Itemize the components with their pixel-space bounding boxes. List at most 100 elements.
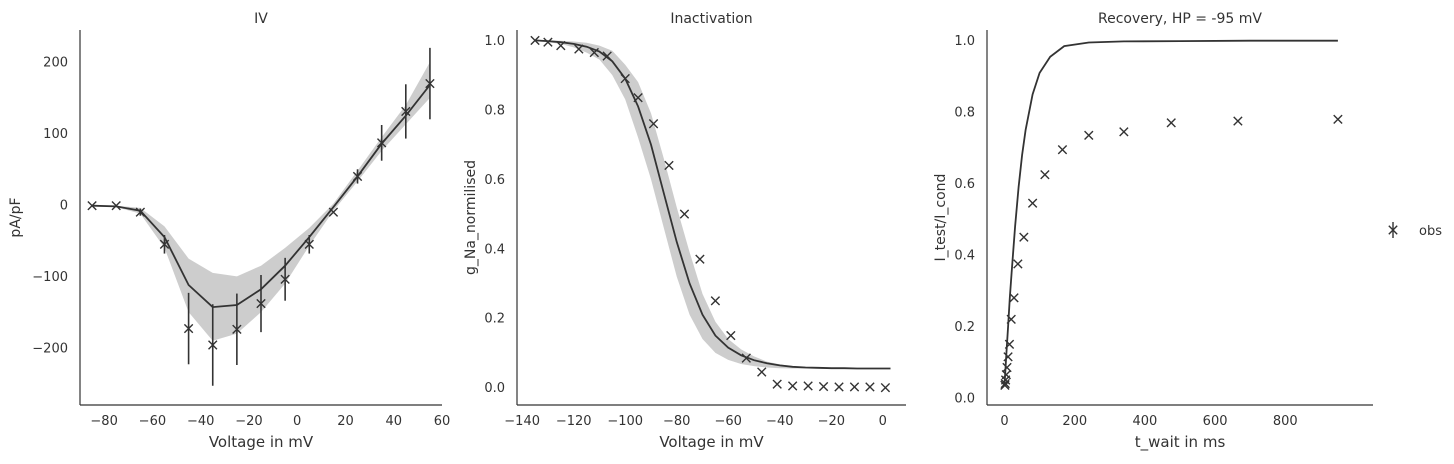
y-tick-label: 0.0 [484,381,505,396]
chart-title: Inactivation [670,11,752,27]
confidence-band [535,40,891,369]
x-tick-label: −80 [90,414,117,429]
y-tick-label: 0.2 [954,320,975,335]
obs-marker [1040,169,1050,180]
x-tick-label: −100 [607,414,643,429]
chart-title: Recovery, HP = -95 mV [1098,11,1262,27]
obs-marker [401,106,411,117]
x-tick-label: 0 [1000,414,1008,429]
obs-marker [803,381,813,391]
obs-marker [208,340,218,350]
obs-marker [352,171,363,182]
x-axis-label: Voltage in mV [659,433,764,451]
obs-marker [1002,362,1012,373]
obs-marker [865,382,875,392]
y-tick-label: 1.0 [954,34,975,49]
y-tick-label: 0 [60,199,68,214]
obs-marker [834,382,844,392]
y-tick-label: 0.4 [954,249,975,264]
obs-marker [1333,114,1343,124]
obs-marker [741,353,751,363]
x-tick-label: 600 [1203,414,1228,429]
obs-marker [1000,378,1010,389]
x-axis-label: t_wait in ms [1135,433,1226,452]
x-tick-label: −60 [715,414,742,429]
obs-marker [664,160,674,171]
y-tick-label: 0.4 [484,242,505,257]
obs-marker [1019,232,1029,242]
obs-marker [159,239,170,249]
obs-marker [183,323,194,334]
x-tick-label: −40 [187,414,214,429]
y-tick-label: 0.0 [954,391,975,406]
y-axis-label: pA/pF [8,197,24,237]
x-tick-label: −140 [504,414,540,429]
obs-marker [710,296,721,306]
y-tick-label: −100 [32,270,68,285]
x-tick-label: 800 [1273,414,1298,429]
obs-marker [772,379,782,389]
y-tick-label: 0.8 [954,106,975,121]
chart-title: IV [254,11,268,27]
obs-marker [589,47,599,58]
obs-marker [849,382,860,392]
x-tick-label: −20 [235,414,262,429]
y-tick-label: 0.6 [954,177,975,192]
obs-marker [757,367,767,377]
obs-marker [1119,127,1129,137]
obs-marker [1027,198,1038,208]
x-tick-label: −80 [663,414,690,429]
obs-marker [787,381,798,391]
obs-marker [633,93,643,103]
chart-3: 0 200 400 600 800 0.0 0.2 0.4 0.6 0.8 1.0 Recovery,… [933,11,1373,452]
x-tick-label: −20 [818,414,845,429]
x-axis-label: Voltage in mV [209,433,314,451]
y-tick-label: −200 [32,341,68,356]
chart-1: −80 −60 −40 −20 0 20 40 60−200−1000100200IVVolt… [8,11,450,451]
x-tick-label: 60 [434,414,451,429]
obs-marker [574,44,584,54]
obs-marker [1009,293,1019,303]
obs-marker [1003,352,1013,362]
chart-2: −140 −120 −100 −80 −60 −40 −20 0 0.0 0.2 0.4 0.6 0.8… [463,11,906,451]
legend-marker [1388,225,1398,235]
obs-marker [1233,116,1243,126]
obs-marker [1013,259,1023,269]
x-tick-label: −60 [139,414,166,429]
obs-marker [530,35,540,46]
model-line [1003,39,1338,386]
x-tick-label: 400 [1132,414,1157,429]
obs-marker [304,239,314,249]
obs-marker [543,37,553,47]
obs-marker [111,201,121,211]
y-axis-label: g_Na_normilised [463,160,479,275]
obs-marker [328,207,339,217]
y-tick-label: 0.2 [484,312,505,327]
obs-marker [1006,314,1016,324]
y-tick-label: 200 [43,56,68,71]
x-tick-label: −120 [556,414,592,429]
legend-label: obs [1419,224,1442,239]
obs-marker [280,274,290,284]
obs-marker [232,324,242,334]
x-tick-label: 200 [1062,414,1087,429]
confidence-band [92,62,430,341]
obs-marker [376,138,387,148]
obs-marker [135,207,146,217]
obs-marker [556,40,566,51]
obs-marker [602,51,612,61]
obs-marker [425,78,435,89]
y-axis-label: I_test/I_cond [933,174,949,262]
obs-marker [1166,118,1176,128]
x-tick-label: 40 [385,414,402,429]
x-tick-label: 0 [293,414,301,429]
y-tick-label: 0.6 [484,173,505,188]
obs-marker [679,209,690,219]
y-tick-label: 100 [43,127,68,142]
x-tick-label: 0 [879,414,887,429]
y-tick-label: 1.0 [484,34,505,49]
obs-marker [620,73,630,84]
y-tick-label: 0.8 [484,103,505,118]
